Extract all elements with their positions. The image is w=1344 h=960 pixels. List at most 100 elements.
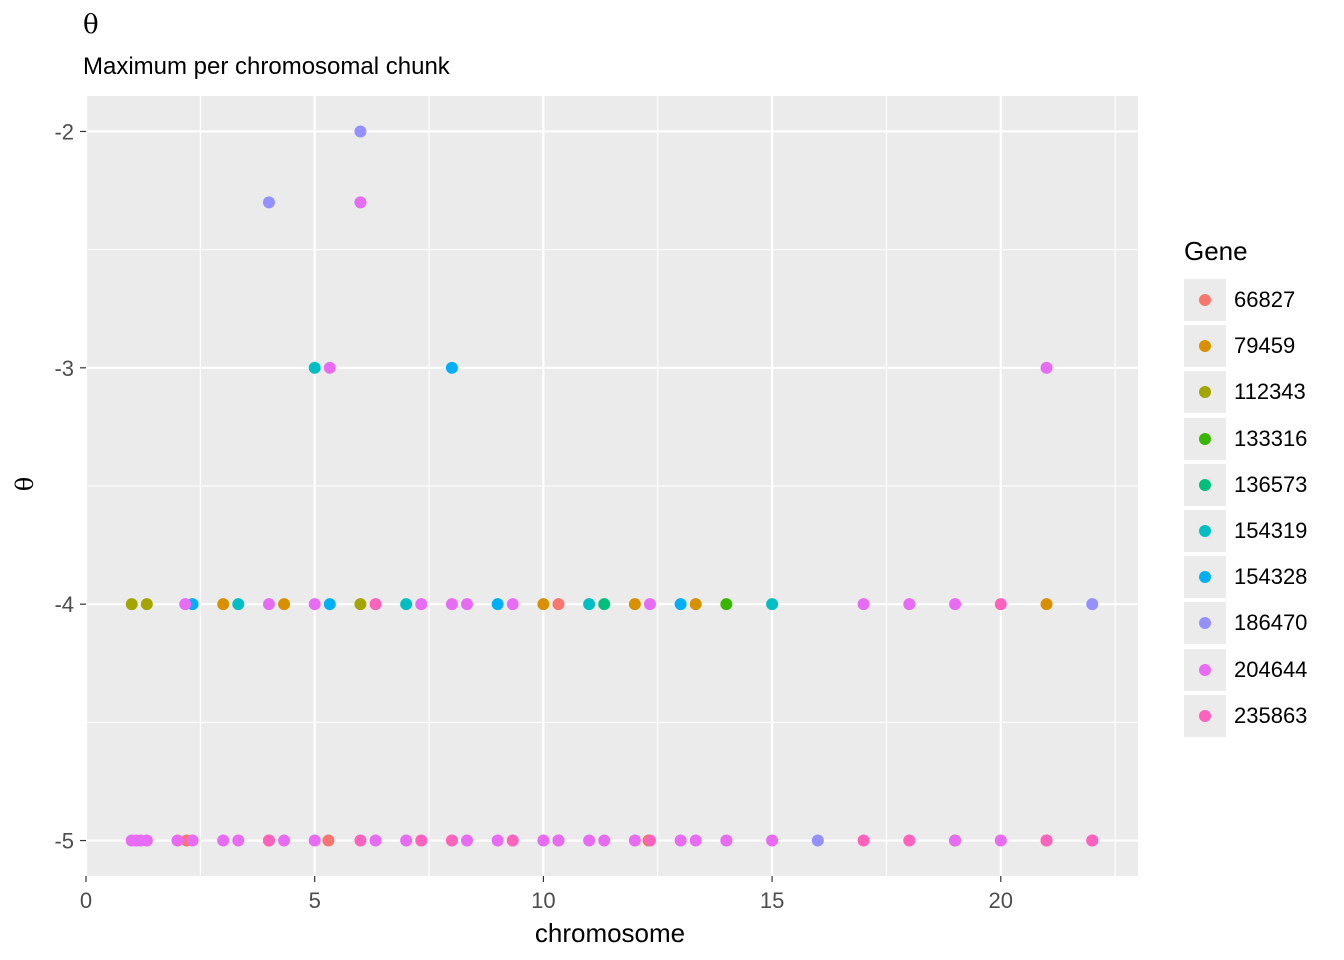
legend-item-154319: 154319 — [1184, 508, 1307, 554]
legend-dot — [1199, 386, 1211, 399]
data-point-204644 — [445, 598, 458, 611]
legend-item-186470: 186470 — [1184, 600, 1307, 646]
data-point-204644 — [720, 834, 733, 847]
data-point-204644 — [461, 834, 474, 847]
x-tick-label: 10 — [531, 888, 555, 913]
legend-items: 66827 79459 112343 133316 136573 154319 154328… — [1184, 277, 1307, 739]
data-point-204644 — [171, 834, 184, 847]
data-point-204644 — [949, 598, 962, 611]
data-point-235863 — [643, 834, 656, 847]
legend-label: 235863 — [1234, 702, 1308, 728]
data-point-79459 — [537, 598, 550, 611]
y-axis-title: θ — [11, 476, 39, 492]
legend-label: 204644 — [1234, 656, 1308, 682]
legend-dot — [1199, 709, 1211, 722]
data-point-204644 — [857, 598, 870, 611]
data-point-204644 — [232, 834, 245, 847]
y-tick-label: -4 — [54, 592, 74, 617]
data-point-204644 — [179, 598, 192, 611]
legend-item-136573: 136573 — [1184, 462, 1307, 508]
data-point-204644 — [323, 361, 336, 374]
legend-item-235863: 235863 — [1184, 693, 1307, 739]
data-point-204644 — [415, 598, 428, 611]
data-point-204644 — [1040, 361, 1053, 374]
data-point-154319 — [583, 598, 596, 611]
data-point-204644 — [537, 834, 550, 847]
data-point-112343 — [140, 598, 153, 611]
x-tick-label: 5 — [309, 888, 321, 913]
data-point-204644 — [491, 834, 504, 847]
data-point-235863 — [903, 834, 916, 847]
data-point-154319 — [400, 598, 413, 611]
data-point-186470 — [262, 196, 275, 209]
data-point-186470 — [354, 125, 367, 138]
y-tick-label: -2 — [54, 119, 74, 144]
legend-item-66827: 66827 — [1184, 277, 1307, 323]
data-point-204644 — [583, 834, 596, 847]
legend-label: 186470 — [1234, 610, 1308, 636]
x-tick-label: 0 — [80, 888, 92, 913]
legend-dot — [1199, 617, 1211, 630]
data-point-66827 — [552, 598, 565, 611]
legend-label: 133316 — [1234, 425, 1308, 451]
legend-dot — [1199, 478, 1211, 491]
legend-key — [1184, 279, 1226, 322]
legend-key — [1184, 417, 1226, 460]
data-point-204644 — [949, 834, 962, 847]
data-point-154319 — [766, 598, 779, 611]
data-point-204644 — [308, 598, 321, 611]
legend-key — [1184, 371, 1226, 414]
data-point-204644 — [140, 834, 153, 847]
legend-item-79459: 79459 — [1184, 323, 1307, 369]
data-point-235863 — [1040, 834, 1053, 847]
legend-label: 154328 — [1234, 564, 1308, 590]
legend-key — [1184, 648, 1226, 691]
axis-ticks: 0 5 10 15 20 -2 -3 -4 -5 — [54, 119, 1013, 913]
legend-key — [1184, 325, 1226, 368]
legend-label: 112343 — [1234, 379, 1306, 405]
legend-label: 66827 — [1234, 287, 1296, 313]
data-point-235863 — [415, 834, 428, 847]
data-point-186470 — [1086, 598, 1099, 611]
data-point-235863 — [506, 834, 519, 847]
legend-key — [1184, 694, 1226, 737]
data-point-204644 — [308, 834, 321, 847]
y-tick-label: -3 — [54, 356, 74, 381]
data-points — [125, 125, 1099, 847]
data-point-235863 — [857, 834, 870, 847]
legend-key — [1184, 602, 1226, 645]
data-point-235863 — [369, 598, 382, 611]
data-point-154319 — [232, 598, 245, 611]
data-point-112343 — [354, 598, 367, 611]
data-point-79459 — [628, 598, 641, 611]
data-point-235863 — [445, 834, 458, 847]
x-tick-label: 20 — [989, 888, 1013, 913]
data-point-204644 — [278, 834, 291, 847]
data-point-154328 — [491, 598, 504, 611]
data-point-204644 — [552, 834, 565, 847]
legend-label: 79459 — [1234, 333, 1296, 359]
data-point-154328 — [445, 361, 458, 374]
data-point-79459 — [217, 598, 230, 611]
legend-item-154328: 154328 — [1184, 554, 1307, 600]
data-point-235863 — [354, 834, 367, 847]
legend-item-204644: 204644 — [1184, 647, 1307, 693]
grid-lines — [84, 96, 1138, 876]
chart-title: θ — [83, 10, 99, 40]
data-point-204644 — [643, 598, 656, 611]
data-point-79459 — [689, 598, 702, 611]
data-point-186470 — [811, 834, 824, 847]
legend-dot — [1199, 340, 1211, 353]
data-point-133316 — [720, 598, 733, 611]
data-point-204644 — [506, 598, 519, 611]
data-point-204644 — [369, 834, 382, 847]
legend-item-133316: 133316 — [1184, 416, 1307, 462]
data-point-204644 — [674, 834, 687, 847]
data-point-204644 — [766, 834, 779, 847]
data-point-235863 — [262, 834, 275, 847]
data-point-204644 — [461, 598, 474, 611]
legend: Gene 66827 79459 112343 133316 136573 154319 1… — [1184, 236, 1307, 739]
data-point-204644 — [354, 196, 367, 209]
legend-label: 154319 — [1234, 518, 1308, 544]
